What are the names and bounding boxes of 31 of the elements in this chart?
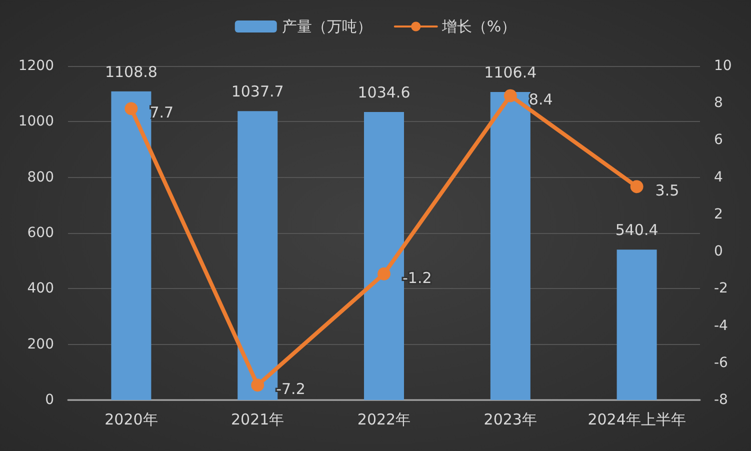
y-tick-label: 400 bbox=[27, 280, 54, 297]
y-tick-label: 0 bbox=[45, 392, 54, 408]
y-tick-label: 800 bbox=[27, 169, 54, 186]
data-label: 540.4 bbox=[615, 221, 658, 240]
legend-label: 增长（%） bbox=[440, 18, 516, 36]
x-tick-label: 2023年 bbox=[484, 410, 537, 428]
y2-tick-label: 2 bbox=[714, 206, 723, 222]
y-tick-label: 1000 bbox=[18, 114, 54, 130]
data-label: 1034.6 bbox=[358, 84, 410, 102]
x-tick-label: 2024年上半年 bbox=[588, 410, 686, 428]
data-label: 3.5 bbox=[655, 182, 680, 200]
y-tick-label: 600 bbox=[27, 225, 54, 241]
x-tick-label: 2021年 bbox=[231, 410, 284, 428]
data-label: 1037.7 bbox=[231, 82, 284, 101]
legend-label: 产量（万吨） bbox=[282, 18, 372, 36]
data-label: 1106.4 bbox=[484, 64, 537, 82]
y2-tick-label: -4 bbox=[714, 318, 728, 334]
y-tick-label: 1200 bbox=[18, 58, 54, 74]
y2-tick-label: 8 bbox=[714, 95, 723, 112]
y2-tick-label: 4 bbox=[714, 169, 723, 186]
y2-tick-label: -8 bbox=[714, 392, 728, 408]
y2-tick-label: -6 bbox=[714, 354, 728, 371]
y2-tick-label: 6 bbox=[714, 132, 723, 148]
x-tick-label: 2022年 bbox=[357, 410, 411, 428]
y2-tick-label: -2 bbox=[714, 280, 728, 297]
data-label: 7.7 bbox=[150, 104, 174, 122]
data-label: 1108.8 bbox=[104, 62, 158, 81]
y2-tick-label: 10 bbox=[714, 58, 732, 74]
y2-tick-label: 0 bbox=[714, 244, 723, 260]
x-tick-label: 2020年 bbox=[104, 410, 158, 428]
y-tick-label: 200 bbox=[27, 336, 54, 352]
